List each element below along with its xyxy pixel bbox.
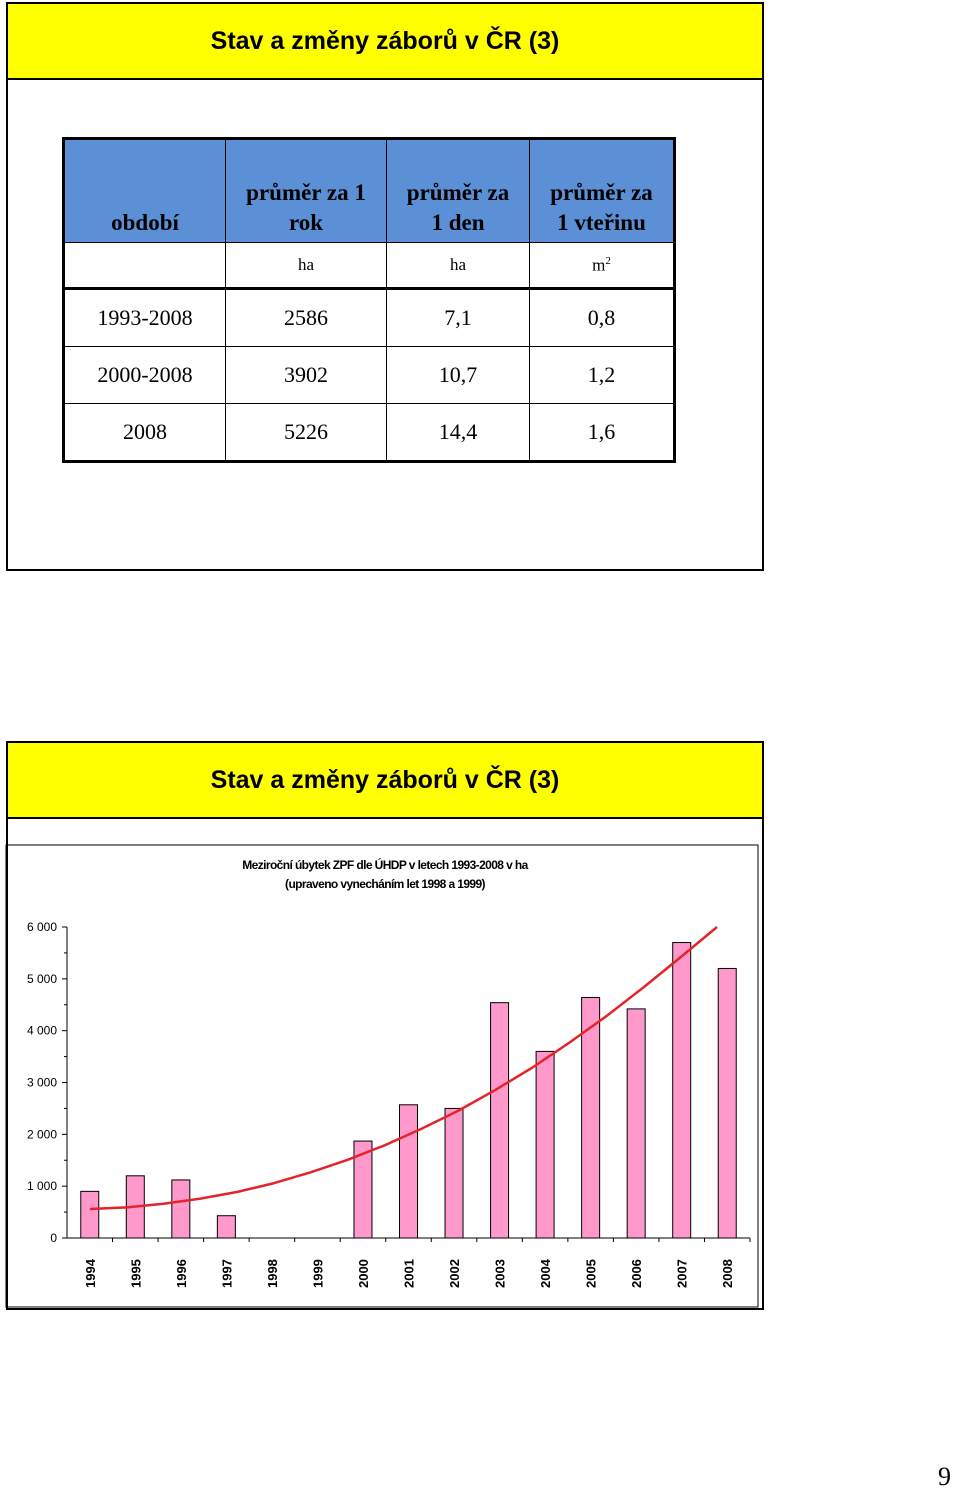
header-per-year: průměr za 1 rok	[225, 138, 387, 243]
unit-day: ha	[386, 242, 530, 290]
slide-table: Stav a změny záborů v ČR (3) období prům…	[6, 2, 764, 571]
unit-period	[63, 242, 226, 290]
table-row: 2000-2008 3902 10,7 1,2	[63, 346, 675, 404]
unit-row: ha ha m2	[63, 242, 675, 290]
cell-second: 0,8	[529, 288, 675, 347]
header-per-second: průměr za 1 vteřinu	[529, 138, 675, 243]
slide-chart: Stav a změny záborů v ČR (3)	[6, 741, 764, 1310]
cell-year: 3902	[225, 346, 387, 404]
cell-year: 5226	[225, 403, 387, 462]
slide-title: Stav a změny záborů v ČR (3)	[8, 4, 762, 80]
cell-day: 7,1	[386, 288, 530, 347]
cell-second: 1,2	[529, 346, 675, 404]
cell-second: 1,6	[529, 403, 675, 462]
table-row: 1993-2008 2586 7,1 0,8	[63, 288, 675, 347]
cell-year: 2586	[225, 288, 387, 347]
page-number: 9	[938, 1462, 951, 1491]
slide-title: Stav a změny záborů v ČR (3)	[8, 743, 762, 819]
cell-period: 2008	[63, 403, 226, 462]
unit-second: m2	[529, 242, 675, 290]
header-period: období	[63, 138, 226, 243]
table-row: 2008 5226 14,4 1,6	[63, 403, 675, 462]
cell-day: 14,4	[386, 403, 530, 462]
unit-year: ha	[225, 242, 387, 290]
cell-period: 2000-2008	[63, 346, 226, 404]
cell-period: 1993-2008	[63, 288, 226, 347]
occupation-stats-table: období průměr za 1 rok průměr za 1 den prů…	[62, 137, 676, 463]
header-per-day: průměr za 1 den	[386, 138, 530, 243]
cell-day: 10,7	[386, 346, 530, 404]
